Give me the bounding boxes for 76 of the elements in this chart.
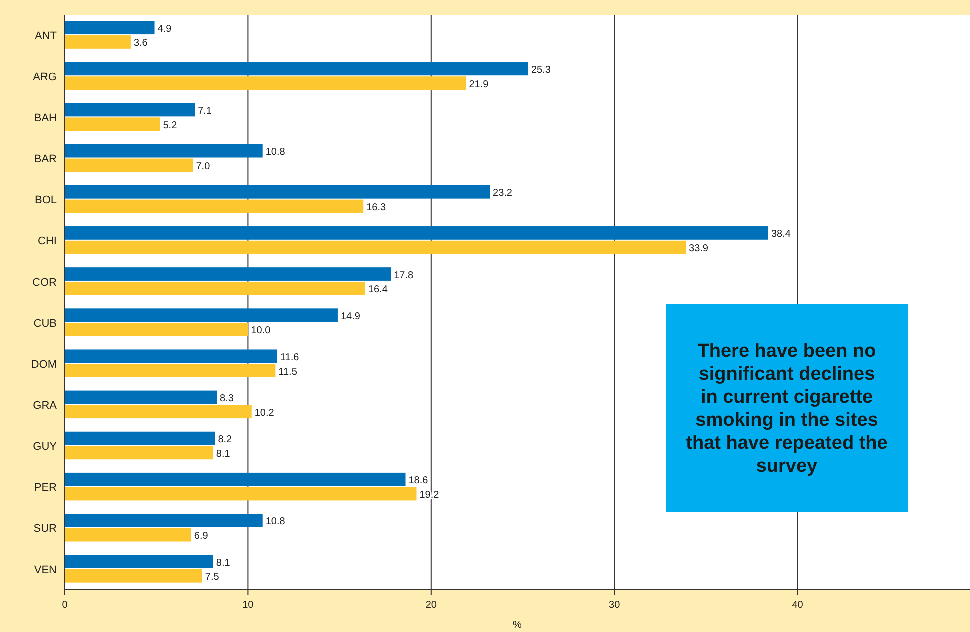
bar	[65, 555, 214, 568]
text: 10.8	[266, 147, 286, 158]
bar	[65, 514, 263, 528]
bar	[65, 200, 364, 214]
y-tick-label: ANT	[35, 30, 58, 42]
text: 7.1	[198, 106, 212, 117]
bar	[65, 350, 278, 364]
x-axis-title: %	[513, 620, 522, 631]
y-tick-label: COR	[32, 276, 58, 289]
bar	[65, 569, 202, 583]
bar	[65, 472, 406, 486]
text: 7.0	[196, 161, 210, 172]
bar	[65, 185, 490, 199]
bar	[65, 364, 276, 378]
bar	[65, 282, 366, 296]
bar	[65, 446, 214, 460]
annotation: There have been no significant declines in current cigarette smoking in the sites that have repeated the survey	[686, 341, 888, 478]
bar	[65, 158, 194, 172]
text: 18.6	[408, 476, 428, 487]
y-tick-label: GUY	[33, 441, 58, 454]
y-tick-label: ARG	[33, 71, 57, 84]
bar	[65, 103, 196, 117]
text: 10.0	[251, 326, 271, 337]
x-tick-label: 10	[242, 600, 254, 611]
bar	[65, 62, 528, 76]
x-tick-label: 20	[426, 600, 438, 611]
bar	[65, 308, 338, 322]
bar	[65, 144, 263, 158]
bar	[65, 432, 216, 446]
text: 6.9	[194, 531, 208, 542]
y-tick-label: BAH	[34, 112, 58, 125]
x-tick-label: 40	[792, 600, 804, 611]
text: 3.6	[134, 38, 148, 50]
bar	[65, 21, 155, 35]
bar	[65, 118, 160, 132]
text: 8.1	[216, 558, 230, 569]
bar	[65, 405, 252, 419]
y-tick-label: CUB	[34, 318, 57, 330]
text: 10.2	[254, 408, 274, 419]
y-tick-label: GRA	[33, 400, 58, 412]
y-tick-label: CHI	[38, 236, 57, 248]
x-tick-label: 30	[609, 600, 621, 611]
text: 38.4	[771, 229, 791, 240]
text: 8.1	[216, 448, 230, 460]
text: 8.3	[220, 393, 234, 404]
bar	[65, 226, 768, 240]
bar	[65, 528, 192, 542]
y-tick-label: BAR	[34, 154, 58, 166]
y-tick-label: SUR	[34, 523, 58, 536]
text: 17.8	[394, 270, 414, 282]
bar	[65, 487, 417, 501]
text: 11.5	[278, 366, 298, 378]
y-tick-label: VEN	[34, 564, 58, 576]
text: 33.9	[689, 244, 709, 255]
text: 10.8	[266, 516, 286, 528]
x-tick-label: 0	[62, 600, 68, 611]
text: 11.6	[280, 352, 300, 364]
bar	[65, 323, 248, 336]
y-tick-label: PER	[34, 482, 58, 494]
text: 21.9	[469, 79, 489, 90]
text: 16.3	[366, 202, 386, 214]
y-tick-label: BOL	[34, 194, 57, 207]
text: 8.2	[218, 434, 232, 446]
text: 7.5	[205, 572, 220, 584]
text: 25.3	[531, 64, 551, 76]
bar	[65, 268, 392, 281]
y-tick-label: DOM	[31, 358, 57, 371]
text: 5.2	[163, 120, 178, 132]
bar	[65, 390, 218, 404]
text: 16.4	[368, 284, 388, 296]
text: 23.2	[493, 188, 512, 200]
bar	[65, 36, 131, 49]
bar	[65, 240, 686, 254]
bar	[65, 76, 466, 90]
text: 4.9	[158, 24, 172, 35]
text: 14.9	[340, 311, 360, 322]
